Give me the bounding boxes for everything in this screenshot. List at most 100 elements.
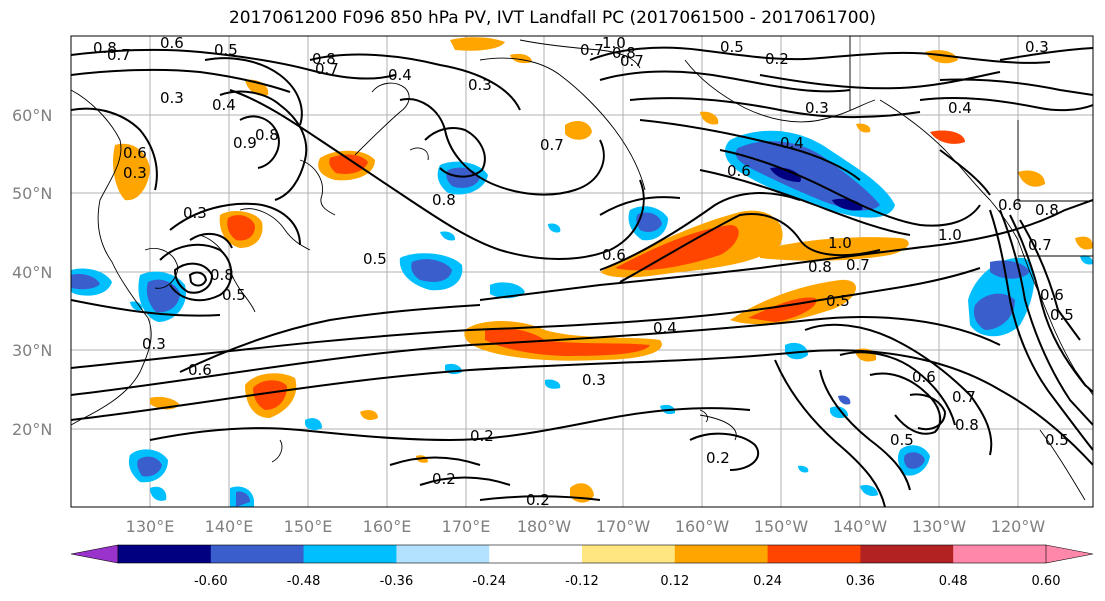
contour-label: 0.6 bbox=[912, 368, 936, 386]
contour-label: 0.2 bbox=[765, 50, 789, 68]
lon-tick-label: 130°W bbox=[912, 517, 967, 536]
colorbar-segment bbox=[953, 545, 1047, 563]
contour-label: 0.9 bbox=[233, 134, 257, 152]
lat-tick-label: 50°N bbox=[12, 184, 52, 203]
contour-label: 0.7 bbox=[107, 46, 131, 64]
lon-tick-label: 140°W bbox=[833, 517, 888, 536]
positive-anomaly-region bbox=[1075, 236, 1093, 250]
negative-anomaly-core bbox=[735, 141, 880, 211]
lon-tick-label: 130°E bbox=[126, 517, 175, 536]
negative-anomaly-region bbox=[548, 223, 561, 233]
contour-label: 0.2 bbox=[470, 427, 494, 445]
contour-label: 0.2 bbox=[526, 491, 550, 509]
contour-label: 0.8 bbox=[93, 39, 117, 57]
lat-tick-label: 30°N bbox=[12, 341, 52, 360]
contour-label: 1.0 bbox=[602, 34, 626, 52]
contour-label: 0.3 bbox=[160, 89, 184, 107]
contour-label: 0.3 bbox=[183, 204, 207, 222]
contour-label: 0.6 bbox=[160, 34, 184, 52]
contour-label: 0.6 bbox=[602, 246, 626, 264]
positive-anomaly-core bbox=[615, 225, 739, 271]
colorbar-tick-label: 0.12 bbox=[660, 574, 689, 589]
contour-label: 0.4 bbox=[653, 319, 677, 337]
colorbar-tick-label: -0.48 bbox=[287, 574, 321, 589]
contour-label: 0.2 bbox=[432, 470, 456, 488]
colorbar-segment bbox=[396, 545, 490, 563]
contour-label: 0.5 bbox=[363, 250, 387, 268]
contour-label: 0.4 bbox=[388, 66, 412, 84]
contour-label: 0.5 bbox=[826, 292, 850, 310]
contour-label: 0.3 bbox=[1025, 38, 1049, 56]
positive-anomaly-region bbox=[856, 123, 871, 133]
contour-label: 0.5 bbox=[1050, 306, 1074, 324]
positive-anomaly-core bbox=[227, 215, 255, 241]
negative-anomaly-core bbox=[71, 274, 100, 290]
positive-anomaly-region bbox=[113, 143, 150, 201]
contour-label: 0.3 bbox=[142, 335, 166, 353]
colorbar-segment bbox=[118, 545, 212, 563]
colorbar-tick-label: 0.36 bbox=[846, 574, 875, 589]
colorbar-tick-label: -0.24 bbox=[472, 574, 506, 589]
contour-label: 0.6 bbox=[123, 144, 147, 162]
lon-tick-label: 160°E bbox=[363, 517, 412, 536]
positive-anomaly-region bbox=[760, 237, 909, 261]
positive-anomaly-core bbox=[485, 328, 650, 356]
negative-anomaly-region bbox=[545, 379, 561, 389]
colorbar-segment bbox=[674, 545, 769, 563]
contour-label: 1.0 bbox=[938, 226, 962, 244]
contour-label: 0.6 bbox=[727, 162, 751, 180]
colorbar-segment bbox=[860, 545, 954, 563]
contour-label: 0.8 bbox=[612, 44, 636, 62]
negative-anomaly-region bbox=[305, 418, 322, 431]
negative-anomaly-peak bbox=[770, 167, 801, 182]
lat-tick-label: 20°N bbox=[12, 420, 52, 439]
contour-label: 0.7 bbox=[846, 256, 870, 274]
positive-anomaly-core bbox=[253, 380, 287, 410]
latitude-axis: 60°N 50°N 40°N 30°N 20°N bbox=[12, 106, 52, 439]
contour-label: 0.8 bbox=[255, 126, 279, 144]
negative-anomaly-region bbox=[1080, 255, 1093, 265]
colorbar-tick-label: 0.48 bbox=[939, 574, 968, 589]
negative-anomaly-region bbox=[150, 486, 167, 501]
colorbar-tick-labels: -0.60 -0.48 -0.36 -0.24 -0.12 0.12 0.24 … bbox=[194, 574, 1060, 589]
colorbar-tick-label: 0.24 bbox=[753, 574, 782, 589]
contour-label: 0.8 bbox=[955, 416, 979, 434]
contour-label: 0.8 bbox=[312, 50, 336, 68]
contour-label: 0.3 bbox=[582, 371, 606, 389]
contour-label: 1.0 bbox=[828, 234, 852, 252]
contour-label: 0.8 bbox=[210, 266, 234, 284]
colorbar-segment bbox=[489, 545, 583, 563]
map-title: 2017061200 F096 850 hPa PV, IVT Landfall… bbox=[228, 8, 876, 28]
positive-anomaly-region bbox=[1018, 170, 1045, 187]
negative-anomaly-region bbox=[440, 231, 456, 241]
contour-label: 0.4 bbox=[948, 99, 972, 117]
lon-tick-label: 170°E bbox=[442, 517, 491, 536]
colorbar-segment bbox=[210, 545, 305, 563]
colorbar-tick-label: 0.60 bbox=[1032, 574, 1061, 589]
longitude-axis: 130°E 140°E 150°E 160°E 170°E 180°W 170°… bbox=[126, 517, 1046, 536]
negative-anomaly-region bbox=[785, 342, 808, 360]
lon-tick-label: 170°W bbox=[596, 517, 651, 536]
lat-tick-label: 40°N bbox=[12, 263, 52, 282]
negative-anomaly-region bbox=[860, 485, 878, 496]
contour-label: 0.8 bbox=[808, 258, 832, 276]
positive-anomaly-region bbox=[360, 410, 378, 420]
negative-anomaly-core bbox=[236, 491, 250, 507]
pv-contours bbox=[71, 46, 1093, 507]
contour-label: 0.7 bbox=[952, 388, 976, 406]
contour-label: 0.7 bbox=[1028, 236, 1052, 254]
contour-label: 0.3 bbox=[805, 99, 829, 117]
negative-anomaly-region bbox=[130, 301, 143, 311]
colorbar-segment bbox=[767, 545, 861, 563]
negative-anomaly-core bbox=[636, 212, 662, 232]
contour-label: 0.7 bbox=[315, 60, 339, 78]
colorbar-segment bbox=[303, 545, 397, 563]
contour-labels: 0.8 0.7 0.6 0.5 0.8 0.7 0.3 0.4 1.0 0.8 … bbox=[93, 34, 1074, 509]
contour-label: 0.5 bbox=[720, 38, 744, 56]
map-border bbox=[70, 35, 1094, 508]
contour-label: 0.7 bbox=[620, 52, 644, 70]
colorbar: -0.60 -0.48 -0.36 -0.24 -0.12 0.12 0.24 … bbox=[70, 544, 1094, 589]
lon-tick-label: 120°W bbox=[991, 517, 1046, 536]
lon-tick-label: 150°E bbox=[284, 517, 333, 536]
